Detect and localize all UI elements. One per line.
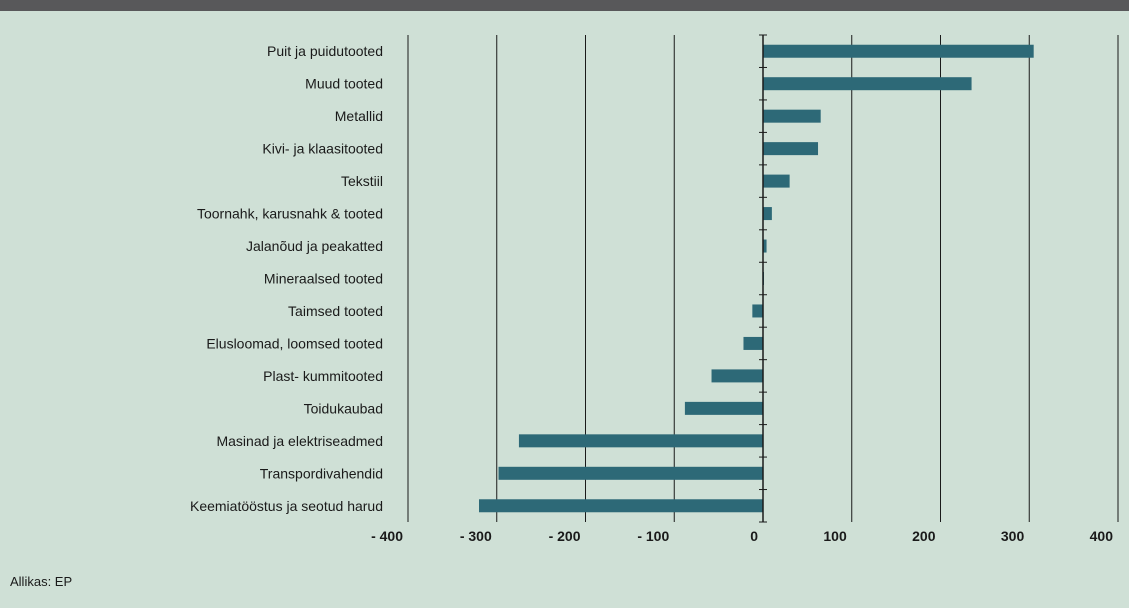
category-label-4: Tekstiil — [341, 173, 383, 189]
tick-label-5: 100 — [823, 528, 847, 544]
tick-label-2: - 200 — [549, 528, 581, 544]
tick-label-7: 300 — [1001, 528, 1025, 544]
bar-3 — [763, 142, 819, 156]
category-label-3: Kivi- ja klaasitooted — [262, 141, 383, 157]
bar-13 — [498, 466, 763, 480]
tick-label-0: - 400 — [371, 528, 403, 544]
tick-label-1: - 300 — [460, 528, 492, 544]
source-note: Allikas: EP — [10, 574, 73, 589]
bars — [479, 44, 1034, 513]
category-label-13: Transpordivahendid — [260, 465, 383, 481]
bar-11 — [684, 401, 763, 415]
bar-2 — [763, 109, 821, 123]
category-label-8: Taimsed tooted — [288, 303, 383, 319]
category-labels: Puit ja puidutooted Muud tooted Metallid Ki… — [190, 43, 383, 514]
bar-4 — [763, 174, 790, 188]
bar-0 — [763, 44, 1034, 58]
category-label-0: Puit ja puidutooted — [267, 43, 383, 59]
tick-label-6: 200 — [912, 528, 936, 544]
bar-12 — [518, 434, 763, 448]
category-label-6: Jalanõud ja peakatted — [246, 238, 383, 254]
tick-label-4: 0 — [750, 528, 758, 544]
tick-label-3: - 100 — [637, 528, 669, 544]
tick-labels: - 400 - 300 - 200 - 100 0 100 200 300 400 — [371, 528, 1113, 544]
tick-label-8: 400 — [1090, 528, 1114, 544]
bar-14 — [479, 499, 763, 513]
zero-axis — [759, 34, 767, 523]
bar-6 — [763, 239, 767, 253]
category-label-12: Masinad ja elektriseadmed — [216, 433, 383, 449]
category-label-5: Toornahk, karusnahk & tooted — [197, 206, 383, 222]
top-band — [0, 0, 1129, 11]
bar-9 — [743, 336, 763, 350]
bar-chart: Puit ja puidutooted Muud tooted Metallid Ki… — [190, 34, 1119, 544]
category-label-11: Toidukaubad — [304, 400, 383, 416]
category-label-10: Plast- kummitooted — [263, 368, 383, 384]
bar-5 — [763, 207, 772, 221]
category-label-9: Elusloomad, loomsed tooted — [206, 335, 383, 351]
category-label-7: Mineraalsed tooted — [264, 271, 383, 287]
bar-1 — [763, 77, 972, 91]
category-label-2: Metallid — [335, 108, 383, 124]
category-label-1: Muud tooted — [305, 76, 383, 92]
bar-8 — [752, 304, 763, 318]
bar-10 — [711, 369, 763, 383]
category-label-14: Keemiatööstus ja seotud harud — [190, 498, 383, 514]
